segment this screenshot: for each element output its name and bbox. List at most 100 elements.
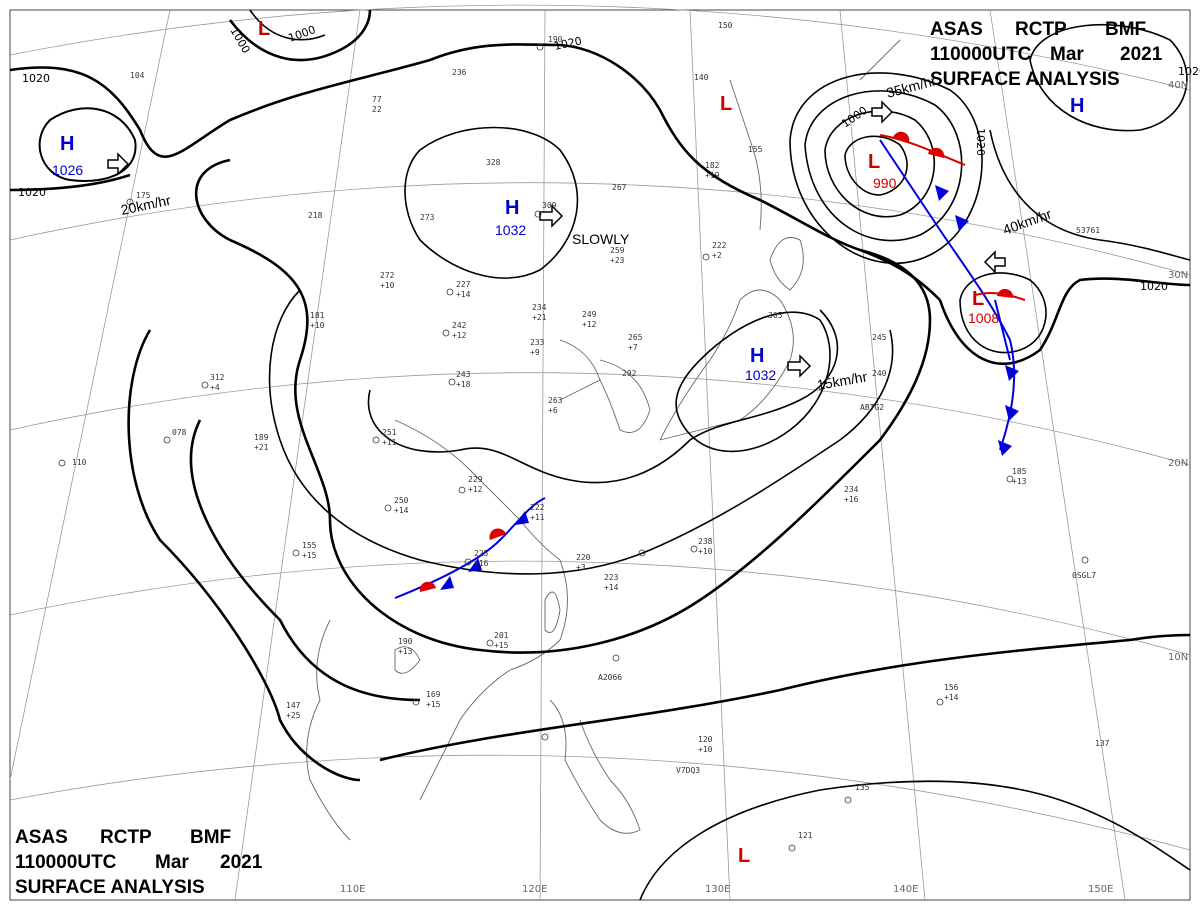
station-circle bbox=[458, 486, 466, 494]
meridian-110e bbox=[234, 9, 361, 901]
parallel-0 bbox=[9, 754, 1191, 851]
meridian-120e bbox=[539, 9, 546, 901]
header-top-year: 2021 bbox=[1120, 44, 1163, 65]
station-value: 250 bbox=[394, 496, 409, 505]
station-value: 265 bbox=[628, 333, 643, 342]
station-value: +10 bbox=[698, 745, 713, 754]
cold-front-sw bbox=[394, 497, 546, 599]
station-value: +9 bbox=[530, 348, 540, 357]
isobar-1000-aleutian-b bbox=[249, 9, 326, 41]
station-value: 223 bbox=[604, 573, 619, 582]
header-top-code-2: RCTP bbox=[1015, 19, 1067, 40]
station-circle bbox=[486, 639, 494, 647]
station-circle bbox=[163, 436, 171, 444]
station-circle bbox=[201, 381, 209, 389]
isobar-label: 1020 bbox=[974, 128, 987, 156]
isobar-label: 1000 bbox=[287, 23, 318, 45]
cold-front-1008 bbox=[994, 299, 1011, 361]
station-value: 312 bbox=[210, 373, 225, 382]
station-value: 225 bbox=[474, 549, 489, 558]
parallel-20n bbox=[9, 372, 1191, 466]
station-value: +21 bbox=[254, 443, 269, 452]
isobar-label: 1000 bbox=[839, 104, 869, 131]
station-circle bbox=[936, 698, 944, 706]
station-circle bbox=[412, 698, 420, 706]
center-pressure: 990 bbox=[873, 175, 897, 191]
station-value: 156 bbox=[944, 683, 959, 692]
isobar-low-990-ring3 bbox=[804, 90, 963, 242]
cold-front-barb-1 bbox=[440, 576, 454, 590]
station-value: +11 bbox=[382, 438, 397, 447]
station-circle bbox=[448, 378, 456, 386]
station-value: 189 bbox=[254, 433, 269, 442]
station-circle bbox=[612, 654, 620, 662]
lon-label-120e: 120E bbox=[522, 884, 547, 895]
station-value: 243 bbox=[456, 370, 471, 379]
station-value: 263 bbox=[548, 396, 563, 405]
station-value: 227 bbox=[456, 280, 471, 289]
lat-label-40n: 40N bbox=[1168, 80, 1188, 91]
station-value: 273 bbox=[420, 213, 435, 222]
station-value: 078 bbox=[172, 428, 187, 437]
station-value: 245 bbox=[872, 333, 887, 342]
warm-front-ne-lobe-2 bbox=[928, 147, 945, 158]
station-value: +25 bbox=[286, 711, 301, 720]
motion-arrow-low-990 bbox=[871, 100, 894, 124]
station-value: 222 bbox=[530, 503, 545, 512]
station-value: +12 bbox=[452, 331, 467, 340]
isobar-high-1032-east bbox=[675, 311, 831, 453]
station-value: +10 bbox=[380, 281, 395, 290]
station-value: 222 bbox=[712, 241, 727, 250]
station-value: 259 bbox=[610, 246, 625, 255]
station-value: +14 bbox=[944, 693, 959, 702]
station-value: +13 bbox=[1012, 477, 1027, 486]
station-circle bbox=[638, 549, 646, 557]
isobar-central-loop-outer bbox=[194, 158, 932, 654]
station-value: +7 bbox=[628, 343, 638, 352]
station-circle bbox=[126, 198, 134, 206]
isobar-high-north-east bbox=[1029, 23, 1188, 132]
lon-labels: 110E 120E 130E 140E 150E bbox=[340, 884, 1113, 895]
station-circle bbox=[788, 844, 796, 852]
motion-arrow-low-1008 bbox=[983, 250, 1006, 274]
station-value: +19 bbox=[705, 171, 720, 180]
isobar-southern-3 bbox=[379, 633, 1191, 762]
station-circle bbox=[464, 558, 472, 566]
header-bottom-code-3: BMF bbox=[190, 827, 231, 848]
isobar-southern-1 bbox=[189, 419, 421, 702]
station-value: 181 bbox=[310, 311, 325, 320]
header-top-right: ASAS RCTP BMF 110000UTC Mar 2021 SURFACE… bbox=[930, 19, 1163, 90]
station-value: +14 bbox=[456, 290, 471, 299]
isobar-high-1032-north bbox=[404, 126, 579, 279]
isobar-low-1008 bbox=[959, 272, 1047, 354]
station-circle bbox=[1081, 556, 1089, 564]
motion-label-east-high: 15km/hr bbox=[816, 368, 869, 393]
station-circle bbox=[702, 253, 710, 261]
header-bottom-year: 2021 bbox=[220, 852, 263, 873]
station-value: 292 bbox=[622, 369, 637, 378]
station-value: 140 bbox=[694, 73, 709, 82]
header-bottom-left: ASAS RCTP BMF 110000UTC Mar 2021 SURFACE… bbox=[15, 827, 263, 898]
coast-bohai bbox=[559, 339, 601, 401]
cold-front-ne bbox=[879, 139, 1016, 451]
station-value: 328 bbox=[486, 158, 501, 167]
station-value: 242 bbox=[452, 321, 467, 330]
cold-front-ne-barb-3 bbox=[1005, 365, 1019, 381]
station-value: +15 bbox=[302, 551, 317, 560]
meridian-140e bbox=[839, 9, 926, 901]
station-circle bbox=[446, 288, 454, 296]
station-value: +15 bbox=[426, 700, 441, 709]
high-center-north: H 1032 bbox=[495, 197, 526, 238]
header-bottom-code-1: ASAS bbox=[15, 827, 68, 848]
isobar-label: 1020 bbox=[553, 34, 583, 53]
station-value: +14 bbox=[394, 506, 409, 515]
station-value: +4 bbox=[210, 383, 220, 392]
center-letter: H bbox=[1070, 95, 1084, 117]
center-letter: H bbox=[750, 345, 764, 367]
isobar-label: 1020 bbox=[18, 186, 46, 199]
station-value: 104 bbox=[130, 71, 145, 80]
station-value: ABTG2 bbox=[860, 403, 884, 412]
lon-label-140e: 140E bbox=[893, 884, 918, 895]
station-value: 272 bbox=[380, 271, 395, 280]
high-center-east: H 1032 bbox=[745, 345, 776, 383]
